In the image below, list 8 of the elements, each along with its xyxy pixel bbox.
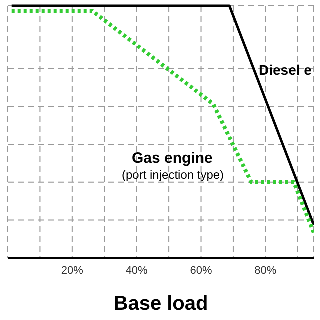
series-label: Diesel e (259, 62, 312, 78)
x-tick-label: 20% (61, 264, 84, 277)
x-tick-label: 80% (254, 264, 277, 277)
x-tick-label: 40% (126, 264, 148, 277)
x-axis-title: Base load (114, 293, 208, 315)
x-tick-label: 60% (190, 264, 212, 277)
series-label: Gas engine (132, 150, 213, 167)
annotation: (port injection type) (122, 168, 224, 182)
